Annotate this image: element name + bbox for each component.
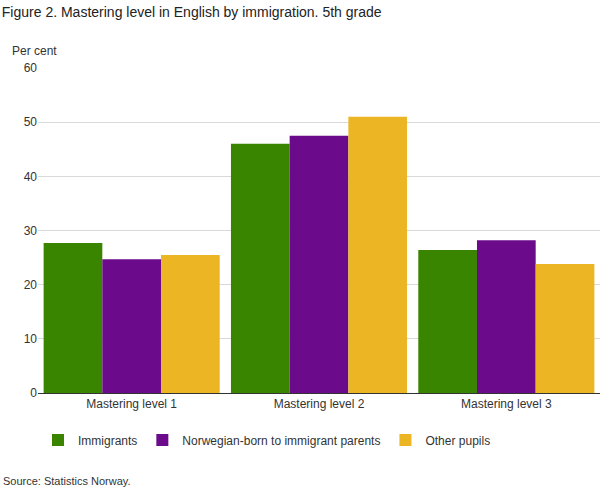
svg-text:0: 0 <box>30 386 37 400</box>
svg-text:30: 30 <box>24 224 38 238</box>
svg-text:60: 60 <box>24 61 38 75</box>
svg-text:40: 40 <box>24 170 38 184</box>
svg-text:20: 20 <box>24 278 38 292</box>
svg-text:50: 50 <box>24 115 38 129</box>
svg-text:Norwegian-born to immigrant pa: Norwegian-born to immigrant parents <box>182 434 380 448</box>
svg-text:Immigrants: Immigrants <box>78 434 137 448</box>
svg-text:10: 10 <box>24 332 38 346</box>
svg-text:Source: Statistics Norway.: Source: Statistics Norway. <box>3 475 131 487</box>
svg-text:Mastering level 3: Mastering level 3 <box>461 397 552 411</box>
svg-text:Figure 2. Mastering level in E: Figure 2. Mastering level in English by … <box>2 4 382 20</box>
svg-text:Per cent: Per cent <box>12 44 57 58</box>
svg-text:Mastering level 2: Mastering level 2 <box>274 397 365 411</box>
svg-text:Mastering level 1: Mastering level 1 <box>86 397 177 411</box>
svg-text:Other pupils: Other pupils <box>425 434 490 448</box>
